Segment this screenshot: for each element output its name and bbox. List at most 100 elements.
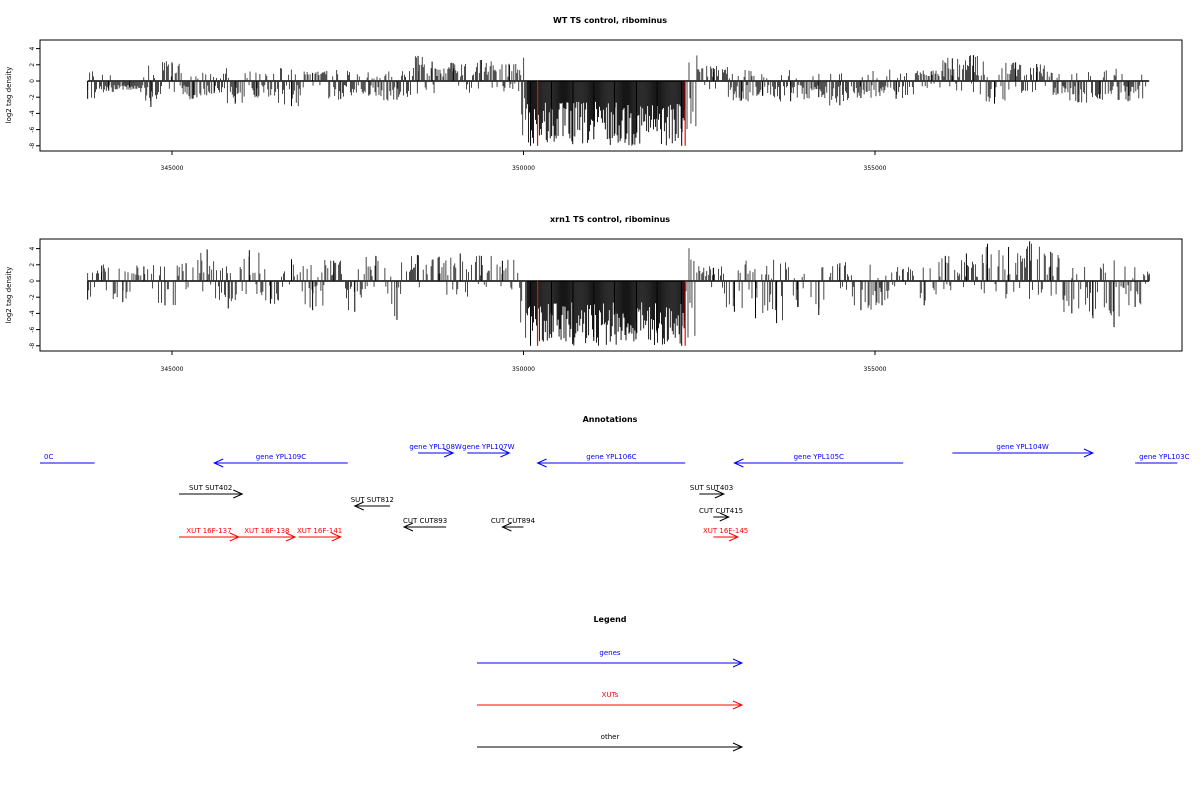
legend-panel: Legend genes XUTs other (477, 615, 744, 752)
legend-items: genes XUTs other (477, 649, 744, 752)
y-tick-label: 2 (29, 263, 36, 267)
annotation-xut-16f-145: XUT 16F-145 (703, 527, 748, 542)
wt-track-panel: WT TS control, ribominus log2 tag densit… (5, 16, 1183, 172)
feature-label: SUT SUT403 (690, 484, 733, 492)
feature-label: XUT 16F-138 (244, 527, 289, 535)
feature-arrowhead (212, 458, 224, 468)
feature-label: CUT CUT893 (403, 517, 447, 525)
annotation-sut-sut812: SUT SUT812 (351, 496, 394, 511)
wt-y-axis-label: log2 tag density (5, 67, 13, 124)
y-tick-label: -6 (29, 126, 36, 132)
feature-arrowhead (285, 532, 297, 542)
feature-arrowhead (501, 522, 512, 532)
y-tick-label: 4 (29, 247, 36, 251)
x-tick-label: 355000 (864, 165, 887, 172)
wt-plot-frame (39, 39, 1183, 152)
xrn1-x-ticks: 345000 350000 355000 (161, 351, 887, 373)
legend-item-genes: genes (477, 649, 744, 668)
feature-arrowhead (233, 489, 244, 499)
feature-label: gene YPL104W (996, 443, 1048, 451)
feature-label: SUT SUT812 (351, 496, 394, 504)
y-tick-label: 0 (29, 79, 36, 83)
feature-arrowhead (728, 532, 740, 542)
x-tick-label: 350000 (512, 366, 535, 373)
x-tick-label: 345000 (161, 366, 184, 373)
legend-arrowhead (732, 658, 744, 668)
feature-label: SUT SUT402 (189, 484, 232, 492)
feature-label: gene YPL107W (462, 443, 514, 451)
xrn1-track-panel: xrn1 TS control, ribominus log2 tag dens… (5, 215, 1183, 373)
annotation-gene-ypl106c: gene YPL106C (536, 453, 686, 468)
legend-item-xuts: XUTs (477, 691, 744, 710)
annotation-features: 0C gene YPL109C gene YPL108W gene YPL107W ge… (40, 443, 1190, 542)
feature-label: XUT 16F-141 (297, 527, 342, 535)
x-tick-label: 345000 (161, 165, 184, 172)
wt-track-title: WT TS control, ribominus (553, 16, 667, 25)
feature-label: XUT 16F-137 (186, 527, 231, 535)
y-tick-label: -6 (29, 326, 36, 332)
xrn1-y-axis-label: log2 tag density (5, 267, 13, 324)
annotation-xut-16f-137: XUT 16F-137 (179, 527, 241, 542)
annotation-xut-16f-141: XUT 16F-141 (297, 527, 342, 542)
annotation-gene-ypl103c: gene YPL103C (1135, 453, 1190, 464)
y-tick-label: -8 (29, 343, 36, 349)
feature-arrowhead (500, 448, 511, 458)
y-tick-label: -4 (29, 110, 36, 116)
y-tick-label: -2 (29, 294, 36, 300)
annotation-gene-ypl109c: gene YPL109C (212, 453, 348, 468)
annotation-xut-16f-138: XUT 16F-138 (238, 527, 297, 542)
annotation-gene-ypl107w: gene YPL107W (462, 443, 515, 458)
y-tick-label: 4 (29, 47, 36, 51)
y-tick-label: 0 (29, 279, 36, 283)
wt-y-ticks: 4 2 0 -2 -4 -6 -8 (29, 47, 40, 149)
y-tick-label: -8 (29, 143, 36, 149)
feature-label: gene YPL106C (586, 453, 636, 461)
annotations-title: Annotations (583, 415, 638, 424)
feature-label: gene YPL109C (256, 453, 306, 461)
wt-x-ticks: 345000 350000 355000 (161, 151, 887, 172)
annotation-gene-ypl104w: gene YPL104W (952, 443, 1095, 458)
annotation-cut-cut415: CUT CUT415 (699, 507, 743, 522)
annotation-sut-sut403: SUT SUT403 (690, 484, 733, 499)
legend-item-other: other (477, 733, 744, 752)
annotation-sut-sut402: SUT SUT402 (179, 484, 244, 499)
xrn1-bars (87, 241, 1150, 346)
legend-arrowhead (732, 742, 744, 752)
xrn1-plot-frame (39, 238, 1183, 352)
feature-label: CUT CUT894 (491, 517, 536, 525)
feature-label: CUT CUT415 (699, 507, 743, 515)
wt-bars (87, 55, 1150, 146)
legend-item-label: genes (599, 649, 620, 657)
feature-arrowhead (733, 458, 744, 468)
legend-item-label: other (601, 733, 620, 741)
y-tick-label: -2 (29, 94, 36, 100)
feature-label: gene YPL108W (409, 443, 461, 451)
feature-label: 0C (44, 453, 53, 461)
feature-arrowhead (1083, 448, 1095, 458)
feature-label: XUT 16F-145 (703, 527, 748, 535)
annotation-cut-cut893: CUT CUT893 (402, 517, 447, 532)
legend-item-label: XUTs (602, 691, 619, 699)
feature-arrowhead (714, 489, 726, 499)
x-tick-label: 350000 (512, 165, 535, 172)
feature-arrowhead (402, 522, 414, 532)
y-tick-label: 2 (29, 63, 36, 67)
feature-arrowhead (443, 448, 455, 458)
feature-label: gene YPL105C (794, 453, 844, 461)
feature-arrowhead (353, 501, 364, 511)
feature-arrowhead (331, 532, 342, 542)
feature-label: gene YPL103C (1139, 453, 1189, 461)
legend-arrowhead (732, 700, 744, 710)
x-tick-label: 355000 (864, 366, 887, 373)
xrn1-y-ticks: 4 2 0 -2 -4 -6 -8 (29, 247, 40, 349)
feature-arrowhead (536, 458, 547, 468)
annotation-gene-ypl110c: 0C (40, 453, 95, 464)
legend-title: Legend (593, 615, 626, 624)
xrn1-track-title: xrn1 TS control, ribominus (550, 215, 670, 224)
feature-arrowhead (719, 512, 731, 522)
annotation-gene-ypl105c: gene YPL105C (733, 453, 904, 468)
y-tick-label: -4 (29, 310, 36, 316)
annotation-cut-cut894: CUT CUT894 (491, 517, 536, 532)
